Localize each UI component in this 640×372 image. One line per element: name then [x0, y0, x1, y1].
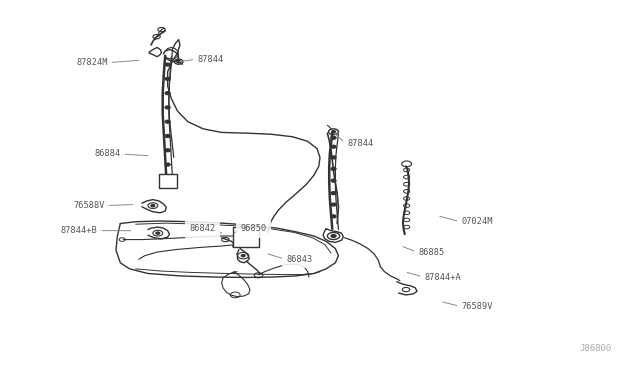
- Text: J86800: J86800: [580, 344, 612, 353]
- Bar: [159, 173, 177, 188]
- Circle shape: [165, 92, 170, 94]
- Circle shape: [331, 167, 336, 170]
- Circle shape: [331, 156, 336, 159]
- Circle shape: [331, 179, 336, 182]
- Circle shape: [165, 120, 170, 123]
- Circle shape: [151, 205, 155, 207]
- Text: 86885: 86885: [419, 248, 445, 257]
- Circle shape: [165, 149, 170, 152]
- Circle shape: [331, 235, 336, 237]
- Circle shape: [331, 203, 336, 206]
- Text: 87844: 87844: [197, 55, 223, 64]
- Circle shape: [331, 137, 336, 139]
- Text: 07024M: 07024M: [461, 217, 493, 226]
- Text: 87824M: 87824M: [77, 58, 108, 67]
- Circle shape: [165, 63, 170, 66]
- Circle shape: [165, 106, 170, 109]
- Circle shape: [332, 131, 335, 133]
- Circle shape: [165, 77, 170, 80]
- Circle shape: [177, 61, 180, 63]
- Circle shape: [165, 177, 170, 180]
- Text: 86843: 86843: [286, 255, 312, 264]
- Circle shape: [331, 145, 336, 148]
- Text: 76589V: 76589V: [461, 302, 493, 311]
- Circle shape: [165, 135, 170, 137]
- Text: 96850: 96850: [240, 224, 266, 233]
- Circle shape: [241, 254, 245, 257]
- Circle shape: [331, 192, 336, 195]
- Text: 86842: 86842: [189, 224, 216, 233]
- Circle shape: [165, 163, 170, 166]
- Text: 87844+B: 87844+B: [61, 226, 97, 235]
- Text: 76588V: 76588V: [74, 201, 105, 210]
- Bar: [233, 227, 259, 247]
- Text: 86884: 86884: [94, 150, 120, 158]
- Circle shape: [156, 232, 159, 234]
- Text: 87844: 87844: [348, 140, 374, 148]
- Circle shape: [331, 215, 336, 218]
- Text: 87844+A: 87844+A: [424, 273, 461, 282]
